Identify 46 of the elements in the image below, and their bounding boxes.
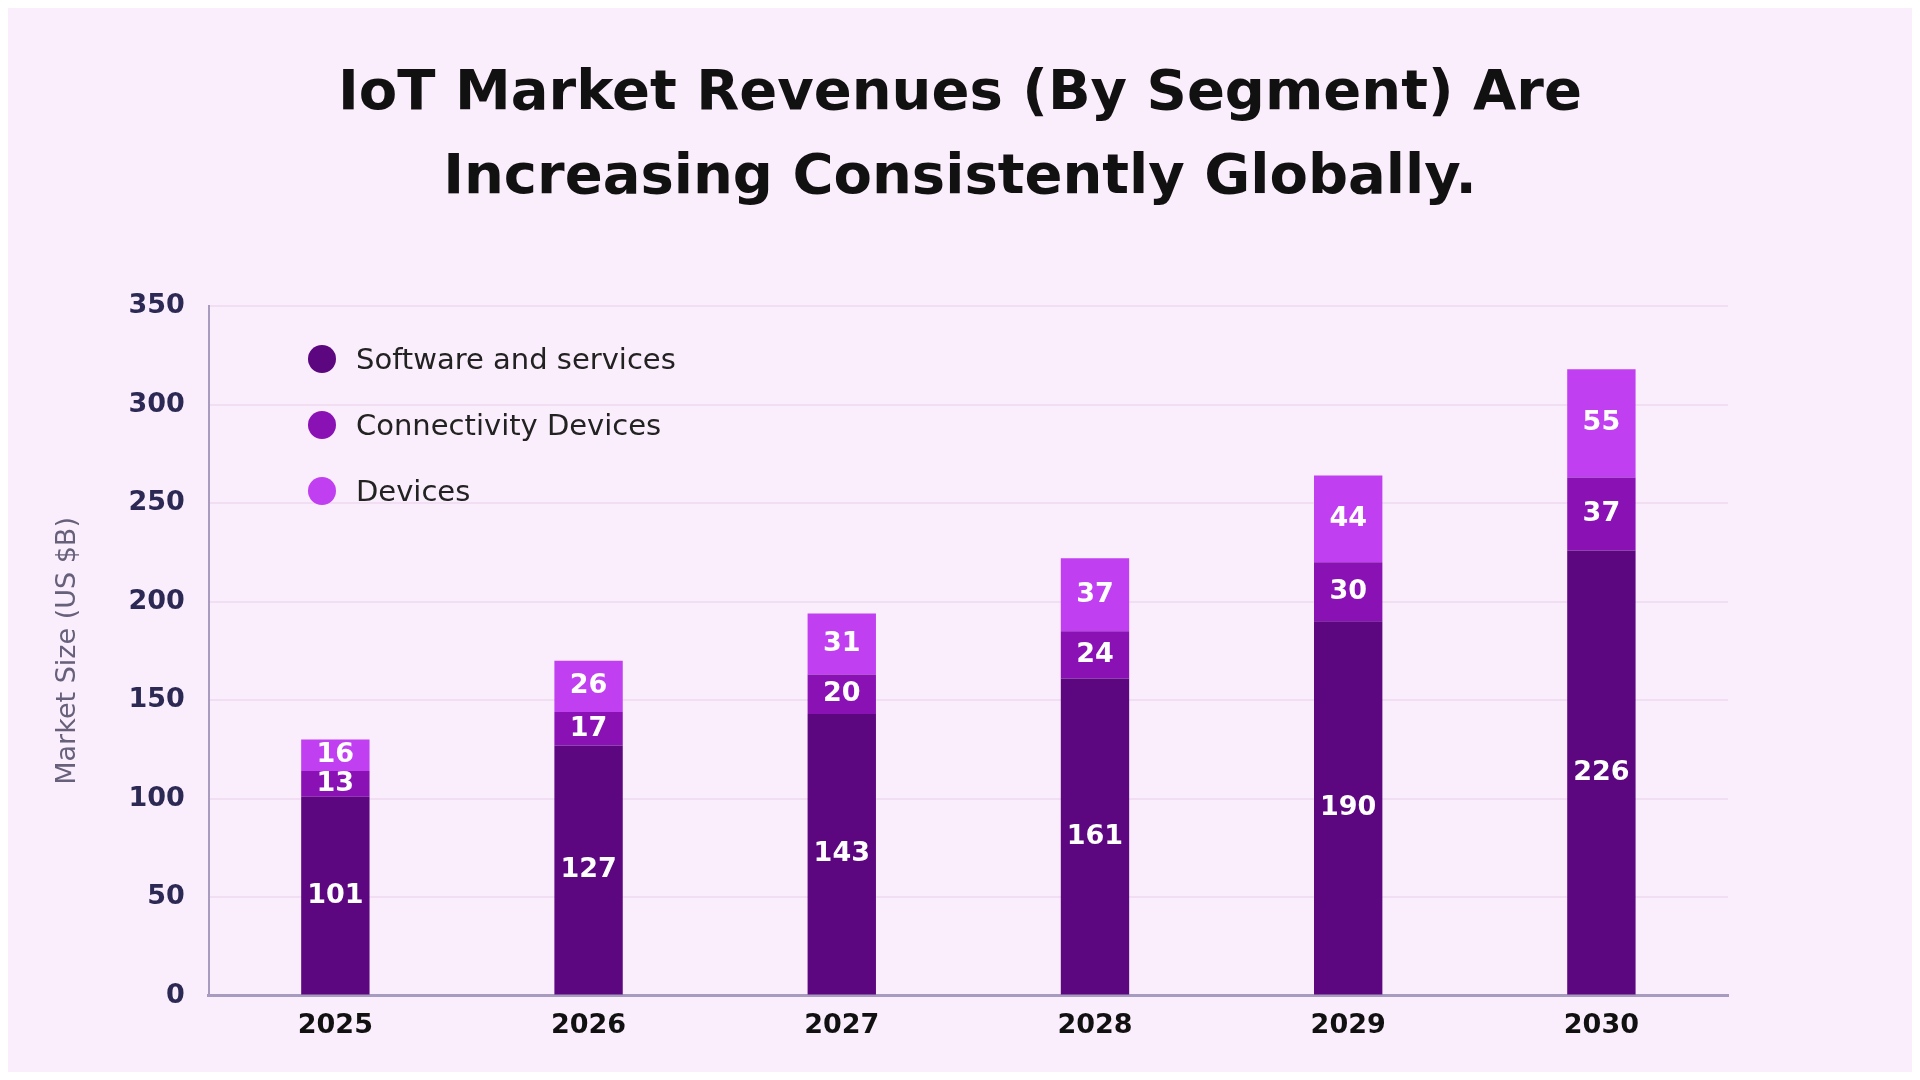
x-tick-label: 2029 [1310, 1007, 1386, 1039]
data-label: 31 [822, 626, 861, 658]
data-label: 24 [1076, 636, 1114, 668]
data-label: 26 [569, 668, 608, 700]
bar [1567, 550, 1636, 995]
legend-label: Connectivity Devices [356, 408, 662, 442]
chart-title: IoT Market Revenues (By Segment) Are Increasing Consistently Globally. [337, 56, 1583, 208]
data-label: 30 [1329, 573, 1367, 605]
data-label: 226 [1573, 754, 1630, 786]
y-tick-label: 50 [147, 879, 185, 911]
bar [1567, 477, 1636, 551]
bar [1314, 621, 1383, 995]
y-axis-title: Market Size (US $B) [50, 517, 82, 785]
x-tick-label: 2025 [297, 1007, 373, 1039]
data-label: 37 [1582, 496, 1621, 528]
y-tick-label: 250 [128, 485, 185, 517]
legend-label: Software and services [356, 342, 676, 376]
y-tick-label: 200 [128, 583, 185, 615]
x-tick-label: 2026 [550, 1007, 627, 1039]
data-label: 55 [1582, 405, 1621, 437]
x-tick-label: 2030 [1563, 1007, 1639, 1039]
bar [554, 745, 623, 995]
data-label: 127 [560, 852, 617, 884]
x-tick-label: 2027 [804, 1007, 880, 1039]
x-tick-label: 2028 [1057, 1007, 1133, 1039]
data-label: 20 [822, 676, 861, 708]
data-label: 44 [1329, 500, 1367, 532]
data-label: 101 [307, 877, 364, 909]
bar [1314, 475, 1383, 563]
bar [1060, 678, 1130, 995]
bar [807, 713, 876, 995]
data-label: 143 [813, 836, 870, 868]
y-tick-label: 0 [165, 977, 185, 1009]
data-label: 161 [1066, 818, 1124, 850]
bar [301, 796, 370, 995]
y-tick-label: 100 [128, 780, 185, 812]
bar [1567, 369, 1636, 478]
y-tick-label: 350 [128, 288, 185, 320]
data-label: 17 [569, 710, 608, 742]
y-tick-label: 150 [128, 682, 185, 714]
legend-label: Devices [356, 474, 471, 508]
bar [1060, 558, 1130, 632]
data-label: 37 [1076, 576, 1114, 608]
bar [807, 613, 876, 675]
y-tick-label: 300 [128, 386, 185, 418]
data-label: 190 [1320, 789, 1377, 821]
